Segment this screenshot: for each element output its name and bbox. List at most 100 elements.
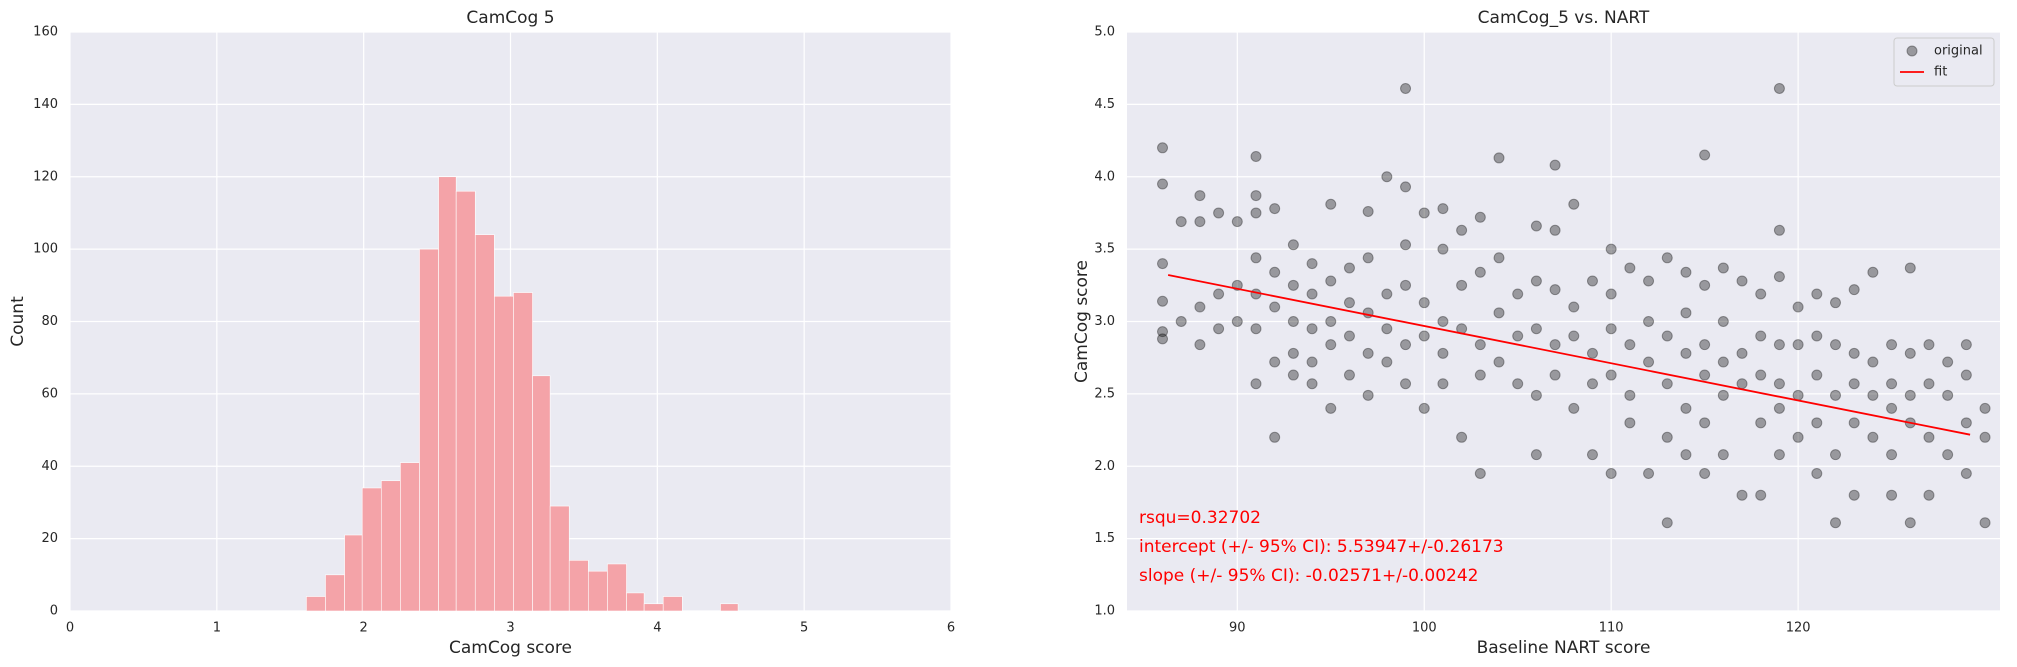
point (1418, 402, 1430, 414)
legend-marker (1906, 45, 1918, 57)
point (1755, 489, 1767, 501)
bar (325, 574, 345, 612)
point (1773, 224, 1785, 236)
point (1699, 417, 1711, 429)
bar (532, 375, 551, 612)
point (1904, 262, 1916, 274)
point (1250, 252, 1262, 264)
point (1717, 356, 1729, 368)
point (1157, 142, 1169, 154)
point (1400, 378, 1412, 390)
y-tick-label: 120 (33, 169, 58, 184)
point (1362, 205, 1374, 217)
point (1213, 207, 1225, 219)
y-tick-label: 60 (41, 386, 58, 401)
x-tick-label: 120 (1786, 621, 1811, 636)
y-tick-label: 3.5 (1094, 242, 1115, 257)
point (1811, 330, 1823, 342)
point (1325, 198, 1337, 210)
point (1157, 178, 1169, 190)
point (1661, 252, 1673, 264)
point (1549, 224, 1561, 236)
x-tick-label: 3 (506, 621, 514, 636)
point (1736, 347, 1748, 359)
point (1474, 266, 1486, 278)
point (1829, 339, 1841, 351)
point (1381, 171, 1393, 183)
point (1960, 467, 1972, 479)
point (1960, 369, 1972, 381)
point (1942, 356, 1954, 368)
point (1811, 467, 1823, 479)
point (1250, 378, 1262, 390)
y-tick-label: 0 (50, 604, 58, 619)
bar (643, 603, 664, 612)
point (1848, 284, 1860, 296)
y-tick-label: 4.5 (1094, 97, 1115, 112)
x-tick-label: 4 (653, 621, 661, 636)
point (1175, 316, 1187, 327)
point (1250, 190, 1262, 202)
point (1904, 347, 1916, 359)
point (1811, 417, 1823, 429)
point (1456, 224, 1468, 236)
point (1960, 417, 1972, 429)
point (1343, 297, 1355, 309)
point (1886, 339, 1898, 351)
annotation: slope (+/- 95% CI): -0.02571+/-0.00242 (1139, 566, 1478, 586)
x-tick-label: 110 (1599, 621, 1624, 636)
bar (607, 563, 627, 612)
point (1400, 82, 1412, 94)
point (1269, 203, 1281, 215)
point (1717, 316, 1729, 327)
point (1680, 347, 1692, 359)
point (1605, 467, 1617, 479)
y-tick-label: 2.0 (1094, 459, 1115, 474)
y-tick-label: 4.0 (1094, 169, 1115, 184)
point (1362, 347, 1374, 359)
point (1269, 266, 1281, 278)
point (1680, 449, 1692, 461)
point (1960, 339, 1972, 351)
point (1979, 431, 1991, 443)
point (1213, 288, 1225, 300)
legend-box (1893, 37, 1995, 87)
point (1474, 339, 1486, 351)
point (1194, 339, 1206, 351)
point (1287, 347, 1299, 359)
point (1194, 301, 1206, 313)
point (1474, 467, 1486, 479)
annotation: intercept (+/- 95% CI): 5.53947+/-0.2617… (1139, 537, 1504, 557)
point (1979, 517, 1991, 529)
point (1680, 307, 1692, 319)
point (1848, 417, 1860, 429)
point (1792, 301, 1804, 313)
point (1157, 333, 1169, 345)
point (1736, 489, 1748, 501)
point (1886, 402, 1898, 414)
point (1287, 279, 1299, 291)
point (1157, 258, 1169, 270)
point (1287, 369, 1299, 381)
point (1456, 431, 1468, 443)
point (1325, 402, 1337, 414)
bar (306, 596, 326, 612)
bar (588, 570, 608, 612)
bar (380, 480, 401, 612)
point (1661, 431, 1673, 443)
point (1699, 279, 1711, 291)
y-tick-label: 140 (33, 97, 58, 112)
point (1343, 369, 1355, 381)
point (1773, 339, 1785, 351)
x-tick-label: 100 (1412, 621, 1437, 636)
point (1512, 288, 1524, 300)
point (1568, 402, 1580, 414)
point (1792, 339, 1804, 351)
point (1605, 323, 1617, 335)
point (1867, 389, 1879, 401)
point (1624, 417, 1636, 429)
bar (438, 176, 457, 612)
point (1306, 378, 1318, 390)
y-tick-label: 20 (41, 531, 58, 546)
point (1250, 150, 1262, 162)
